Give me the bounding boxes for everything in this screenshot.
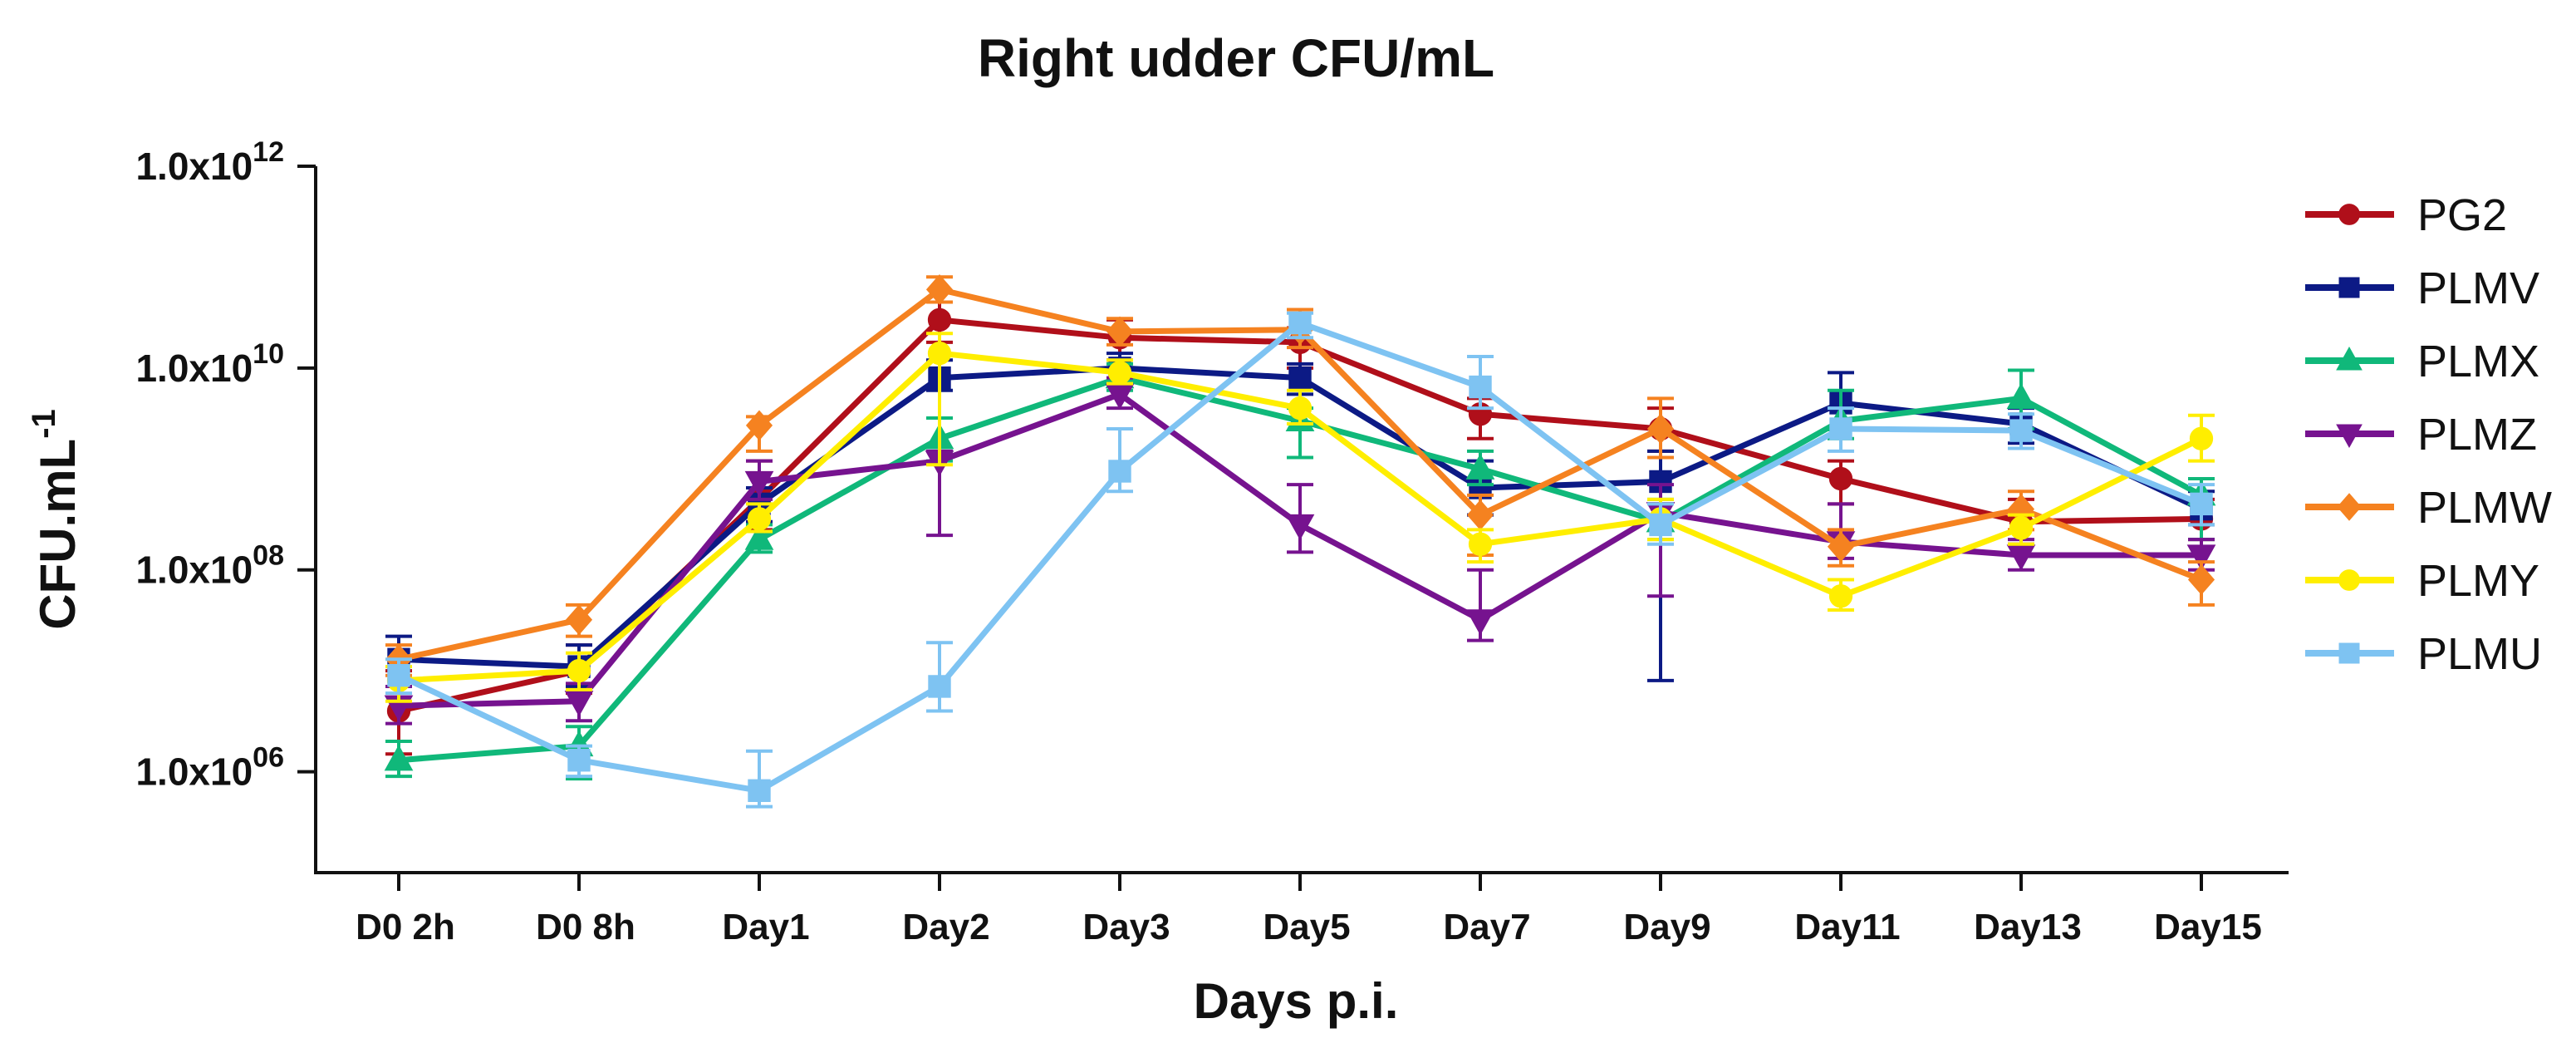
data-point [927,341,952,366]
data-point [384,745,414,771]
data-point [747,507,772,531]
data-point [1285,514,1315,541]
legend-swatch-marker [2338,569,2360,591]
y-tick-exponent: 06 [253,742,284,774]
legend-label: PLMZ [2417,410,2537,460]
legend-label: PLMW [2417,483,2552,533]
data-point [748,779,771,802]
data-point [1288,396,1313,421]
legend-item-plmz: PLMZ [2305,410,2537,460]
data-point [927,307,952,332]
data-point [1465,453,1495,480]
series-layer [384,274,2216,809]
legend-item-plmx: PLMX [2305,337,2539,386]
y-tick-mantissa: 1.0x10 [135,347,253,390]
y-tick-exponent: 10 [253,338,284,370]
legend-label: PLMU [2417,629,2542,679]
y-tick-label: 1.0x1006 [135,742,284,794]
data-point [1827,531,1855,563]
data-point [1469,375,1492,399]
y-tick-exponent: 12 [253,136,284,168]
data-point [2006,382,2036,410]
data-point [1108,460,1131,483]
data-point [387,663,410,687]
x-axis-label: Days p.i. [1194,973,1399,1029]
y-tick-mantissa: 1.0x10 [135,549,253,592]
legend-swatch-marker [2338,277,2360,298]
data-point [2186,544,2216,571]
y-tick-label: 1.0x1008 [135,540,284,592]
data-point [1828,466,1853,491]
legend-label: PLMX [2417,337,2539,386]
data-point [1829,417,1852,440]
data-point [1288,366,1312,390]
x-tick-label: Day2 [902,907,989,947]
data-point [928,675,951,698]
y-tick-label: 1.0x1012 [135,136,284,188]
x-tick-label: Day11 [1794,907,1900,947]
data-point [1107,361,1132,385]
chart-title: Right udder CFU/mL [978,28,1494,88]
legend-swatch-marker [2336,346,2363,371]
legend-item-plmy: PLMY [2305,556,2539,606]
legend-item-plmv: PLMV [2305,263,2539,313]
y-axis-label-text: CFU.mL [30,439,86,630]
legend-label: PG2 [2417,190,2507,240]
y-tick-label: 1.0x1010 [135,338,284,390]
x-tick-label: Day13 [1974,907,2082,947]
legend-item-plmw: PLMW [2305,483,2552,533]
legend-swatch-marker [2338,642,2360,664]
y-axis-label-superscript: -1 [26,409,62,439]
legend-swatch-marker [2337,493,2362,521]
legend-label: PLMY [2417,556,2539,606]
legend-swatch-marker [2338,204,2360,225]
data-point [2189,426,2214,450]
x-tick-label: Day7 [1443,907,1530,947]
legend-item-plmu: PLMU [2305,629,2542,679]
data-point [1468,532,1493,556]
y-tick-mantissa: 1.0x10 [135,750,253,794]
data-point [2190,492,2213,516]
x-ticks: D0 2h D0 8h Day1 Day2 Day3 Day5 Day7 Day9 Day11 D… [356,873,2262,947]
legend-swatch-marker [2336,424,2363,449]
x-tick-label: Day3 [1082,907,1170,947]
x-tick-label: D0 8h [536,907,635,947]
y-tick-exponent: 08 [253,540,284,572]
x-tick-label: Day5 [1263,907,1350,947]
series-plmu [385,311,2215,809]
y-tick-mantissa: 1.0x10 [135,145,253,188]
data-point [744,470,774,498]
x-tick-label: Day15 [2154,907,2262,947]
data-point [1465,609,1495,636]
series-plmy [385,332,2215,703]
data-point [2187,564,2215,595]
data-point [565,604,593,636]
series-plmx [384,362,2216,781]
data-point [2009,419,2033,442]
legend-item-pg2: PG2 [2305,190,2507,240]
data-point [1288,311,1312,335]
y-axis-label: CFU.mL-1 [26,409,86,630]
data-point [2009,516,2034,540]
x-tick-label: D0 2h [356,907,455,947]
data-point [567,749,591,772]
data-point [745,410,773,441]
x-tick-label: Day9 [1623,907,1710,947]
x-tick-label: Day1 [722,907,809,947]
data-point [1646,413,1675,445]
data-point [1828,584,1853,608]
series-plmz [384,376,2216,726]
legend-label: PLMV [2417,263,2539,313]
data-point [1649,513,1672,537]
data-point [744,524,774,550]
data-point [1106,316,1134,347]
data-point [567,659,591,683]
data-point [925,274,954,305]
legend: PG2 PLMV PLMX PLMZ PLMW PLMY PLMU [2305,190,2552,679]
